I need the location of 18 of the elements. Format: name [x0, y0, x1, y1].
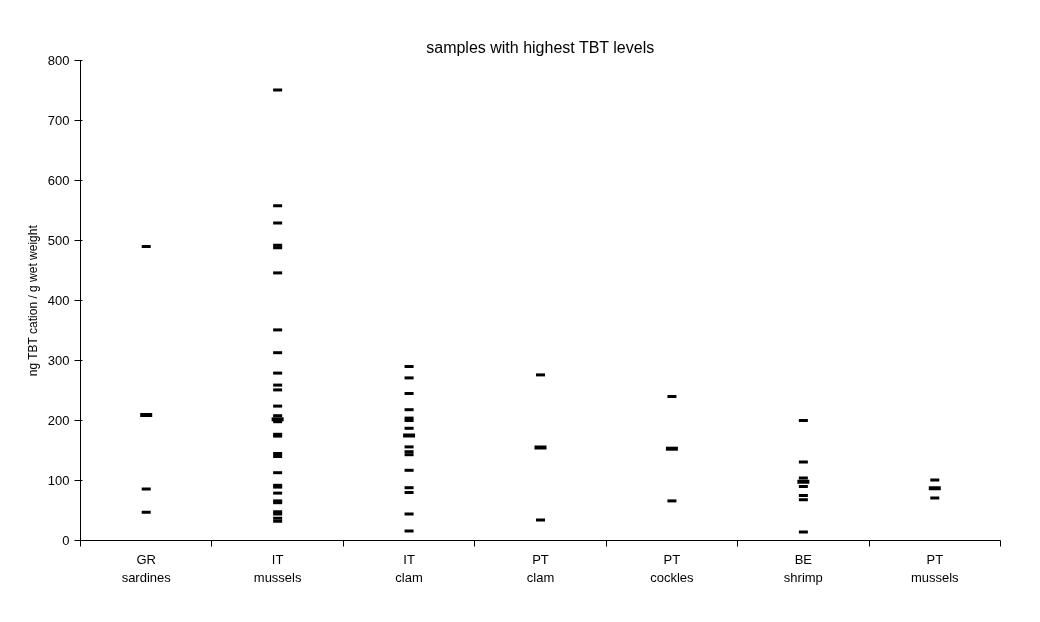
y-tick-label: 400: [47, 293, 70, 308]
x-tick-label: BE shrimp: [783, 551, 823, 585]
y-tick-label: 200: [47, 413, 70, 428]
y-axis-title: ng TBT cation / g wet weight: [25, 224, 40, 377]
y-tick-label: 800: [47, 53, 70, 68]
y-tick-label: 700: [47, 113, 70, 128]
y-tick-label: 500: [47, 233, 70, 248]
y-tick-label: 600: [47, 173, 70, 188]
x-tick-label: IT mussels: [253, 551, 302, 585]
x-tick-label: IT clam: [395, 551, 423, 585]
x-tick-label: PT clam: [526, 551, 555, 585]
x-tick-label: PT mussels: [910, 551, 960, 585]
y-tick-label: 300: [47, 353, 70, 368]
x-tick-label: GR sardines: [121, 551, 172, 585]
x-tick-label: PT cockles: [650, 551, 695, 585]
chart-title: samples with highest TBT levels: [426, 38, 655, 56]
y-tick-label: 0: [62, 533, 70, 548]
y-tick-label: 100: [47, 473, 70, 488]
